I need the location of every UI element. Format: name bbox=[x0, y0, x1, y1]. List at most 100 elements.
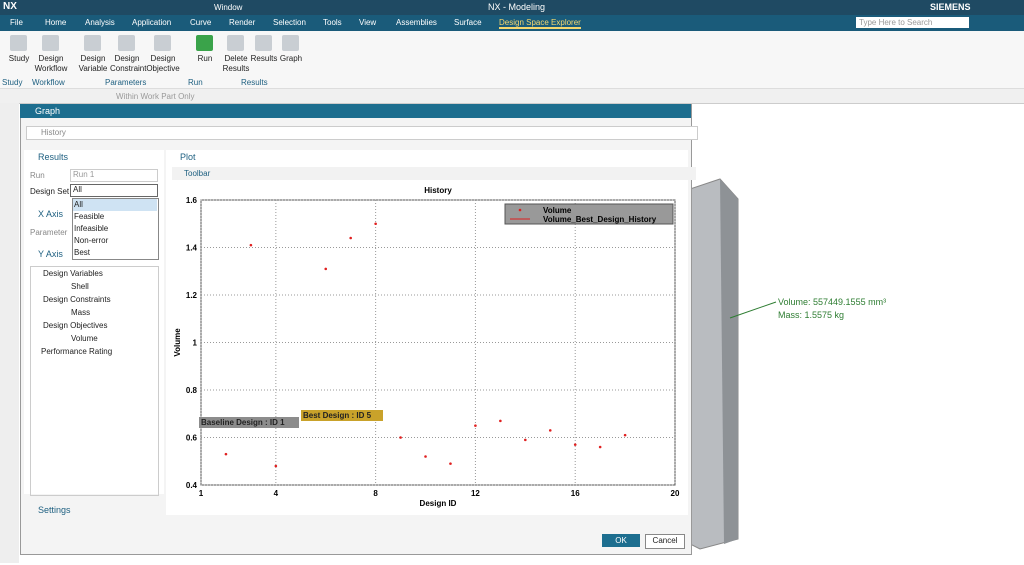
ok-button[interactable]: OK bbox=[602, 534, 640, 547]
search-box[interactable]: Type Here to Search bbox=[856, 17, 969, 28]
ribbon-icon[interactable] bbox=[42, 35, 59, 51]
ribbon-button[interactable]: Study bbox=[8, 54, 30, 63]
x-tick-label: 4 bbox=[274, 489, 279, 498]
y-tick-label: 1.2 bbox=[186, 291, 198, 300]
design-set-label: Design Set bbox=[30, 187, 70, 196]
ribbon-icon[interactable] bbox=[282, 35, 299, 51]
menu-tab[interactable]: Selection bbox=[273, 18, 306, 27]
app-logo: NX bbox=[3, 1, 17, 12]
legend-label: Volume bbox=[543, 206, 572, 215]
menu-tab[interactable]: Application bbox=[132, 18, 172, 27]
data-point bbox=[548, 429, 552, 432]
data-point bbox=[524, 438, 527, 442]
option[interactable]: Non-error bbox=[74, 236, 109, 245]
data-point bbox=[598, 445, 602, 449]
run-label: Run bbox=[30, 171, 45, 180]
ribbon-group[interactable]: Run bbox=[188, 78, 203, 87]
ribbon-icon[interactable] bbox=[255, 35, 272, 51]
y-tick-label: 1.4 bbox=[186, 244, 198, 253]
ribbon-button[interactable]: Run bbox=[197, 54, 213, 63]
option[interactable]: All bbox=[73, 199, 157, 211]
legend-box bbox=[504, 203, 674, 225]
design-set-options: All Feasible Infeasible Non-error Best bbox=[72, 198, 159, 260]
x-tick-label: 20 bbox=[671, 489, 680, 498]
option[interactable]: Best bbox=[74, 248, 91, 257]
tree-item[interactable]: Mass bbox=[71, 308, 91, 317]
menu-tab[interactable]: File bbox=[10, 18, 23, 27]
ribbon-button[interactable]: Design Variable bbox=[78, 54, 108, 73]
tree-item[interactable]: Shell bbox=[71, 282, 89, 291]
settings-header[interactable]: Settings bbox=[38, 505, 71, 515]
ribbon-icon[interactable] bbox=[84, 35, 101, 51]
run-select[interactable]: Run 1 bbox=[70, 169, 158, 182]
ribbon-button[interactable]: Delete Results bbox=[222, 54, 250, 73]
menu-tab[interactable]: Analysis bbox=[85, 18, 115, 27]
graph-type-select[interactable]: History bbox=[26, 126, 698, 140]
dialog-title: Graph bbox=[35, 106, 61, 116]
menu-tab[interactable]: Render bbox=[229, 18, 256, 27]
tree-group[interactable]: Design Constraints bbox=[43, 295, 111, 304]
tree-item[interactable]: Volume bbox=[71, 334, 98, 343]
ribbon-button[interactable]: Graph bbox=[279, 54, 303, 63]
results-header[interactable]: Results bbox=[38, 152, 69, 162]
y-axis-header[interactable]: Y Axis bbox=[38, 249, 63, 259]
ribbon-group[interactable]: Results bbox=[241, 78, 268, 87]
ribbon-group[interactable]: Study bbox=[2, 78, 23, 87]
plot-toolbar[interactable]: Toolbar bbox=[172, 167, 696, 180]
tree-group[interactable]: Design Objectives bbox=[43, 321, 108, 330]
y-tick-label: 0.8 bbox=[186, 386, 198, 395]
menu-tab[interactable]: View bbox=[359, 18, 377, 27]
ribbon-icon[interactable] bbox=[154, 35, 171, 51]
viewport bbox=[689, 119, 1024, 563]
ribbon-icon[interactable] bbox=[196, 35, 213, 51]
option[interactable]: Infeasible bbox=[74, 224, 109, 233]
annotation: Best Design : ID 5 bbox=[303, 411, 372, 420]
ribbon-button[interactable]: Design Workflow bbox=[34, 54, 68, 73]
y-tick-label: 1 bbox=[193, 339, 198, 348]
tree-group[interactable]: Design Variables bbox=[43, 269, 103, 278]
ribbon-group[interactable]: Workflow bbox=[32, 78, 65, 87]
legend-label: Volume_Best_Design_History bbox=[543, 215, 657, 224]
data-point bbox=[499, 419, 502, 423]
chart-title: History bbox=[424, 186, 452, 195]
dialog-header bbox=[20, 104, 691, 118]
menu-tab[interactable]: Home bbox=[45, 18, 67, 27]
ribbon-button[interactable]: Results bbox=[250, 54, 278, 63]
cancel-button[interactable]: Cancel bbox=[645, 534, 685, 549]
menu-bar bbox=[0, 15, 1024, 31]
y-axis-label: Volume bbox=[173, 328, 182, 357]
x-tick-label: 12 bbox=[471, 489, 480, 498]
x-axis-header[interactable]: X Axis bbox=[38, 209, 64, 219]
model-view bbox=[689, 178, 777, 550]
ribbon-button[interactable]: Design Objective bbox=[146, 54, 180, 73]
data-point bbox=[224, 452, 228, 456]
legend-marker bbox=[518, 208, 522, 212]
x-tick-label: 1 bbox=[199, 489, 204, 498]
x-tick-label: 16 bbox=[571, 489, 580, 498]
menu-tab[interactable]: Design Space Explorer bbox=[499, 18, 581, 29]
option[interactable]: Feasible bbox=[74, 212, 105, 221]
tree-group[interactable]: Performance Rating bbox=[41, 347, 113, 356]
scope-filter[interactable]: Within Work Part Only bbox=[116, 92, 195, 101]
ribbon-group[interactable]: Parameters bbox=[105, 78, 147, 87]
data-point bbox=[424, 455, 427, 458]
data-point bbox=[449, 462, 452, 465]
menu-tab[interactable]: Tools bbox=[323, 18, 342, 27]
ribbon-icon[interactable] bbox=[118, 35, 135, 51]
annotation: Baseline Design : ID 1 bbox=[201, 418, 285, 427]
data-point bbox=[474, 424, 477, 427]
menu-tab[interactable]: Curve bbox=[190, 18, 212, 27]
window-menu[interactable]: Window bbox=[214, 3, 243, 12]
menu-tab[interactable]: Assemblies bbox=[396, 18, 437, 27]
x-axis-label: Design ID bbox=[420, 499, 457, 508]
design-set-select[interactable]: All bbox=[70, 184, 158, 197]
plot-header[interactable]: Plot bbox=[180, 152, 196, 162]
ribbon-button[interactable]: Design Constraint bbox=[110, 54, 147, 73]
data-point bbox=[374, 222, 377, 226]
ribbon-icon[interactable] bbox=[10, 35, 27, 51]
volume-annotation: Volume: 557449.1555 mm³ bbox=[778, 297, 887, 307]
menu-tab[interactable]: Surface bbox=[454, 18, 482, 27]
y-tick-label: 0.4 bbox=[186, 481, 198, 490]
ribbon-icon[interactable] bbox=[227, 35, 244, 51]
